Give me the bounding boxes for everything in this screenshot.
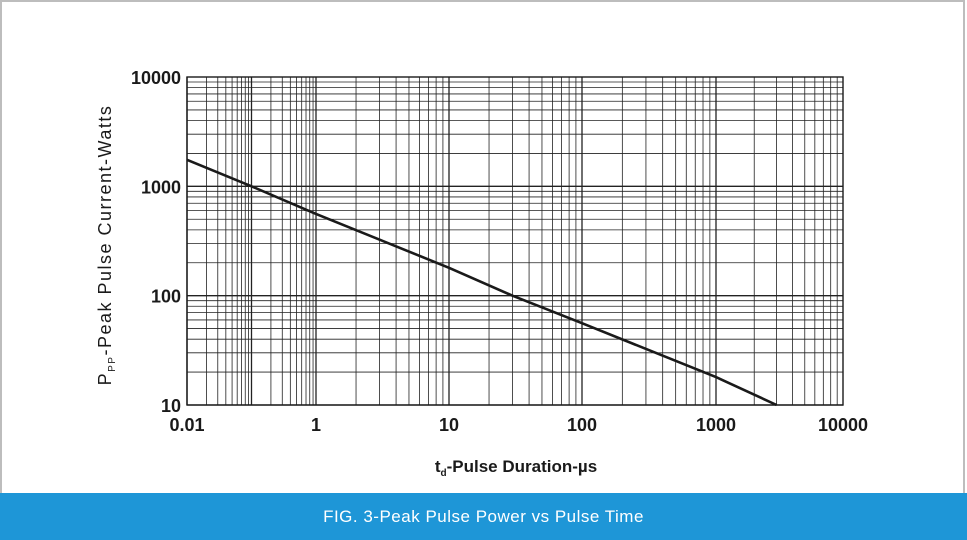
series-line [186, 158, 778, 407]
y-tick-label: 10 [161, 396, 181, 416]
y-axis-label: PPP-Peak Pulse Current-Watts [95, 105, 118, 386]
tick-labels: 0.01 1 10 100 1000 10000 10000 1000 100 10 [131, 68, 868, 435]
x-tick-label: 1000 [696, 415, 736, 435]
x-tick-label: 10 [439, 415, 459, 435]
grid-lines [186, 77, 843, 406]
figure-caption-text: FIG. 3-Peak Pulse Power vs Pulse Time [323, 506, 644, 526]
y-tick-label: 10000 [131, 68, 181, 88]
chart-area: 0.01 1 10 100 1000 10000 10000 1000 100 10 PPP-Pe… [95, 68, 868, 479]
x-tick-label: 10000 [818, 415, 868, 435]
y-tick-label: 100 [151, 287, 181, 307]
plot-border [186, 76, 844, 406]
figure-caption: FIG. 3-Peak Pulse Power vs Pulse Time [0, 493, 967, 540]
x-tick-label: 0.01 [169, 415, 204, 435]
x-tick-label: 1 [311, 415, 321, 435]
x-axis-label: td-Pulse Duration-µs [435, 457, 597, 479]
y-tick-label: 1000 [141, 177, 181, 197]
x-tick-label: 100 [567, 415, 597, 435]
